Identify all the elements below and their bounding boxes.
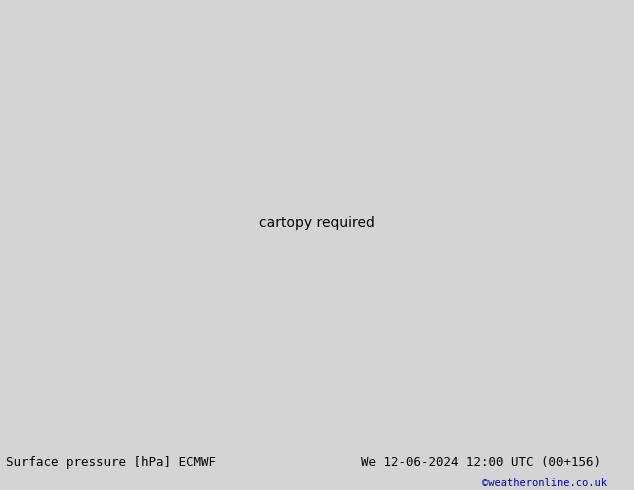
Text: ©weatheronline.co.uk: ©weatheronline.co.uk [482, 478, 607, 489]
Text: cartopy required: cartopy required [259, 216, 375, 230]
Text: We 12-06-2024 12:00 UTC (00+156): We 12-06-2024 12:00 UTC (00+156) [361, 456, 602, 469]
Text: Surface pressure [hPa] ECMWF: Surface pressure [hPa] ECMWF [6, 456, 216, 469]
